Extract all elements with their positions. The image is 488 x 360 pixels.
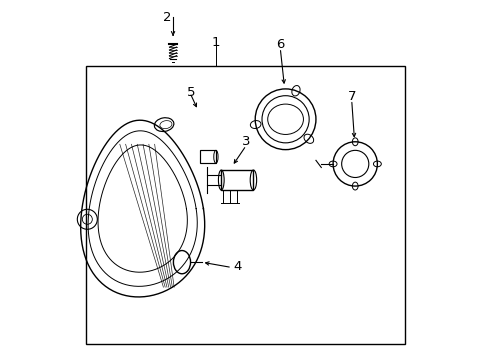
Text: 6: 6 [275, 38, 284, 51]
Text: 4: 4 [233, 260, 241, 273]
Text: 7: 7 [346, 90, 355, 103]
Text: 3: 3 [242, 135, 250, 148]
Bar [200, 150, 216, 163]
Text: 1: 1 [211, 36, 220, 49]
Text: 2: 2 [163, 11, 172, 24]
Bar [85, 66, 405, 344]
Text: 5: 5 [186, 86, 195, 99]
Bar [221, 170, 253, 190]
